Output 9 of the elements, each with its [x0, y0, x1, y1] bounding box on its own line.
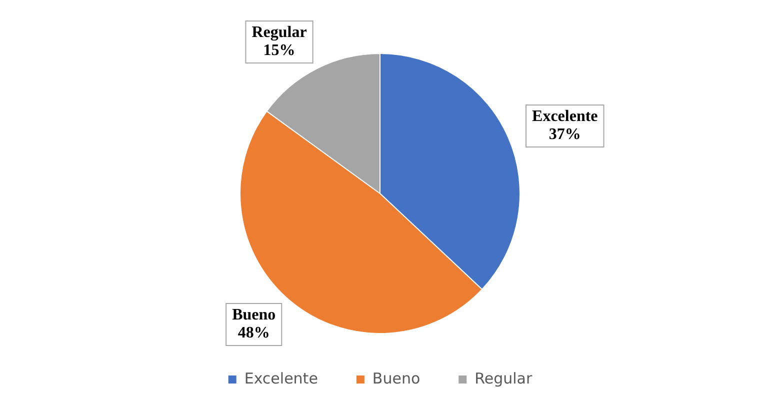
legend-label: Regular	[474, 369, 533, 388]
slice-label: Bueno	[232, 306, 276, 324]
data-label: 48%	[238, 324, 270, 342]
legend-label: Bueno	[372, 369, 420, 388]
legend-label: Excelente	[244, 369, 318, 388]
data-label: 15%	[263, 42, 296, 60]
slice-label: Excelente	[532, 108, 598, 126]
slice-label: Regular	[252, 24, 307, 42]
data-label: 37%	[548, 126, 581, 144]
